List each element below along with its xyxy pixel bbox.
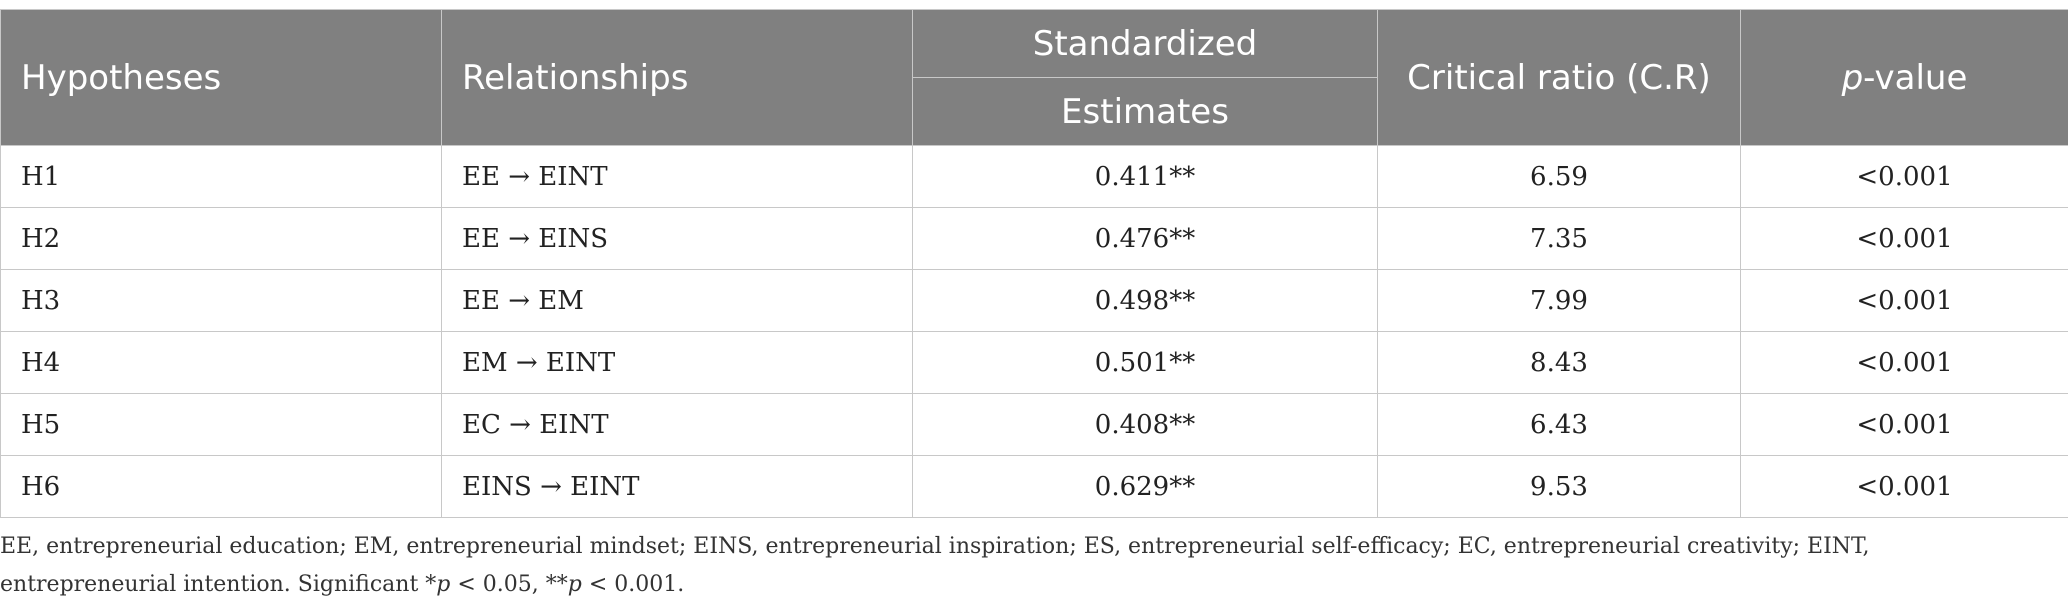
- cell-critical-ratio: 8.43: [1377, 331, 1741, 394]
- cell-critical-ratio: 9.53: [1377, 455, 1741, 518]
- header-critical-ratio: Critical ratio (C.R): [1377, 9, 1741, 146]
- cell-critical-ratio: 6.43: [1377, 393, 1741, 456]
- footnote-sig-prefix: Significant *: [297, 572, 437, 597]
- footnote-p-italic-2: p: [567, 572, 582, 597]
- cell-relationship: EM → EINT: [441, 331, 913, 394]
- footnote-definitions: EE, entrepreneurial education; EM, entre…: [0, 534, 1870, 597]
- cell-hypothesis: H1: [0, 145, 442, 208]
- cell-p-value: <0.001: [1740, 393, 2068, 456]
- cell-estimate: 0.498**: [912, 269, 1378, 332]
- cell-critical-ratio: 7.99: [1377, 269, 1741, 332]
- cell-p-value: <0.001: [1740, 331, 2068, 394]
- cell-estimate: 0.408**: [912, 393, 1378, 456]
- cell-relationship: EC → EINT: [441, 393, 913, 456]
- header-standardized: Standardized: [912, 9, 1378, 78]
- cell-critical-ratio: 6.59: [1377, 145, 1741, 208]
- footnote-sig-end: < 0.001.: [581, 572, 685, 597]
- cell-estimate: 0.629**: [912, 455, 1378, 518]
- cell-hypothesis: H4: [0, 331, 442, 394]
- cell-p-value: <0.001: [1740, 145, 2068, 208]
- cell-estimate: 0.501**: [912, 331, 1378, 394]
- cell-p-value: <0.001: [1740, 269, 2068, 332]
- header-p-suffix: -value: [1863, 57, 1968, 98]
- cell-relationship: EE → EINT: [441, 145, 913, 208]
- table-row: H2 EE → EINS 0.476** 7.35 <0.001: [0, 207, 2068, 270]
- header-p-italic: p: [1841, 57, 1864, 98]
- footnote-p-italic-1: p: [436, 572, 451, 597]
- table-row: H6 EINS → EINT 0.629** 9.53 <0.001: [0, 455, 2068, 518]
- cell-relationship: EINS → EINT: [441, 455, 913, 518]
- cell-p-value: <0.001: [1740, 455, 2068, 518]
- header-estimates: Estimates: [912, 77, 1378, 146]
- cell-relationship: EE → EINS: [441, 207, 913, 270]
- header-p-value: p-value: [1740, 9, 2068, 146]
- cell-relationship: EE → EM: [441, 269, 913, 332]
- cell-p-value: <0.001: [1740, 207, 2068, 270]
- cell-estimate: 0.411**: [912, 145, 1378, 208]
- header-hypotheses: Hypotheses: [0, 9, 442, 146]
- table-row: H4 EM → EINT 0.501** 8.43 <0.001: [0, 331, 2068, 394]
- cell-critical-ratio: 7.35: [1377, 207, 1741, 270]
- cell-hypothesis: H6: [0, 455, 442, 518]
- cell-hypothesis: H5: [0, 393, 442, 456]
- results-table-container: Hypotheses Relationships Standardized Cr…: [0, 9, 2068, 518]
- table-footnote: EE, entrepreneurial education; EM, entre…: [0, 528, 2000, 604]
- table-body: H1 EE → EINT 0.411** 6.59 <0.001 H2 EE →…: [0, 145, 2068, 518]
- footnote-sig-mid: < 0.05, **: [450, 572, 568, 597]
- table-row: H5 EC → EINT 0.408** 6.43 <0.001: [0, 393, 2068, 456]
- table-header: Hypotheses Relationships Standardized Cr…: [0, 9, 2068, 146]
- cell-estimate: 0.476**: [912, 207, 1378, 270]
- table-row: H3 EE → EM 0.498** 7.99 <0.001: [0, 269, 2068, 332]
- cell-hypothesis: H2: [0, 207, 442, 270]
- header-relationships: Relationships: [441, 9, 913, 146]
- footnote-significance: Significant *p < 0.05, **p < 0.001.: [298, 572, 685, 597]
- hypotheses-results-table: Hypotheses Relationships Standardized Cr…: [0, 9, 2068, 518]
- table-row: H1 EE → EINT 0.411** 6.59 <0.001: [0, 145, 2068, 208]
- cell-hypothesis: H3: [0, 269, 442, 332]
